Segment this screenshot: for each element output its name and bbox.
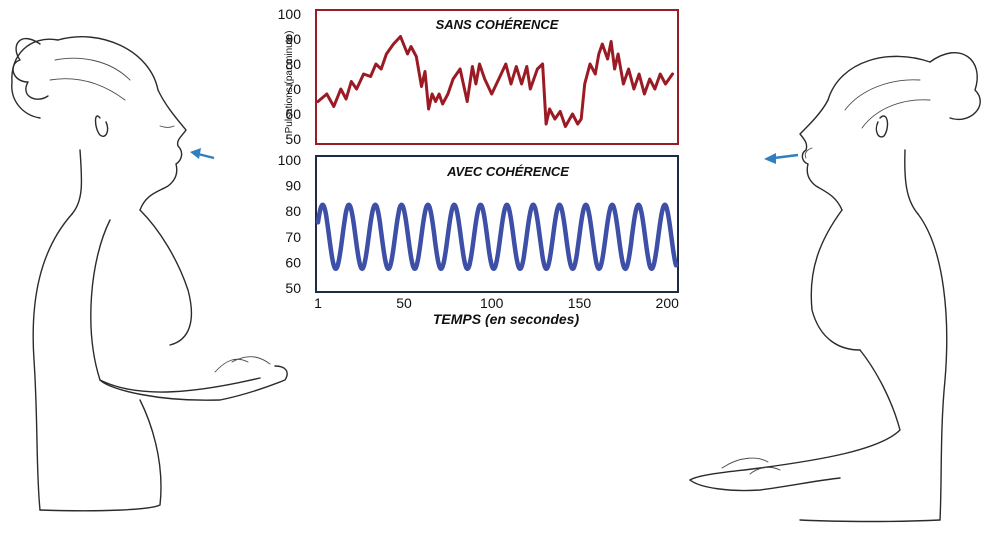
x-tick-label: 150 [568,295,592,311]
woman-breathing-out-profile-illustration [689,52,981,523]
y-tick-label: 100 [278,6,302,22]
x-tick-label: 100 [480,295,504,311]
breath-out-arrow-icon [764,153,799,164]
x-tick-label: 1 [314,295,322,311]
series-line [316,35,674,128]
y-tick-label: 60 [285,254,301,270]
x-tick-label: 50 [396,295,412,311]
y-tick-label: 70 [285,81,301,97]
x-tick-labels: 1 50 100 150 200 [314,295,679,311]
y-tick-label: 60 [285,106,301,122]
woman-breathing-in-profile-illustration [11,36,288,512]
y-tick-label: 50 [285,131,301,147]
y-tick-label: 90 [285,178,301,194]
chart-title-bottom: AVEC COHÉRENCE [446,164,569,179]
series-line-bottom [315,202,679,272]
y-axis-label: Pulsations (par minute) [284,31,295,134]
chart-frame-bottom [315,155,679,293]
chart-title-top: SANS COHÉRENCE [436,17,559,32]
series-line [315,202,679,272]
y-tick-label: 80 [285,56,301,72]
series-line-top [316,35,674,128]
y-tick-label: 50 [285,280,301,296]
y-tick-label: 80 [285,203,301,219]
y-tick-label: 90 [285,31,301,47]
chart-frame-top [315,9,679,145]
y-tick-label: 100 [278,152,302,168]
y-tick-label: 70 [285,229,301,245]
y-tick-labels-top: 100 90 80 70 60 50 [278,6,302,147]
y-tick-labels-bottom: 100 90 80 70 60 50 [278,152,302,296]
x-tick-label: 200 [656,295,680,311]
breath-in-arrow-icon [190,148,215,160]
chart-sans-coherence: SANS COHÉRENCE 100 90 80 70 60 50 Pulsations … [278,6,679,147]
x-axis-title: TEMPS (en secondes) [433,311,580,327]
